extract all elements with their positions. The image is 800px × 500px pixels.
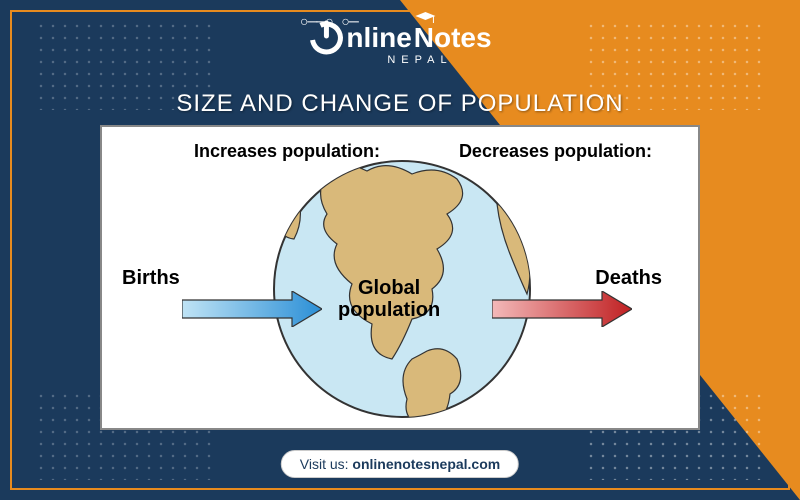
deaths-arrow (492, 291, 632, 327)
power-icon (308, 20, 344, 56)
births-label: Births (122, 267, 180, 290)
logo-text-nepal: Nepal (348, 54, 491, 66)
page-title: SIZE AND CHANGE OF POPULATION (176, 90, 623, 118)
visit-url: onlinenotesnepal.com (352, 456, 500, 472)
increases-label: Increases population: (194, 141, 380, 162)
births-arrow (182, 291, 322, 327)
logo-text-online: nline (346, 22, 411, 54)
visit-prefix: Visit us: (300, 456, 353, 472)
global-population-label: Global population (338, 277, 440, 321)
logo-text-notes: Notes (414, 22, 492, 53)
deaths-label: Deaths (595, 267, 662, 290)
decreases-label: Decreases population: (459, 141, 652, 162)
visit-us-link[interactable]: Visit us: onlinenotesnepal.com (281, 450, 519, 478)
population-diagram: Increases population: Decreases populati… (100, 125, 700, 430)
grad-cap-icon (416, 12, 436, 24)
brand-logo: nline Notes Nepal (308, 20, 491, 66)
